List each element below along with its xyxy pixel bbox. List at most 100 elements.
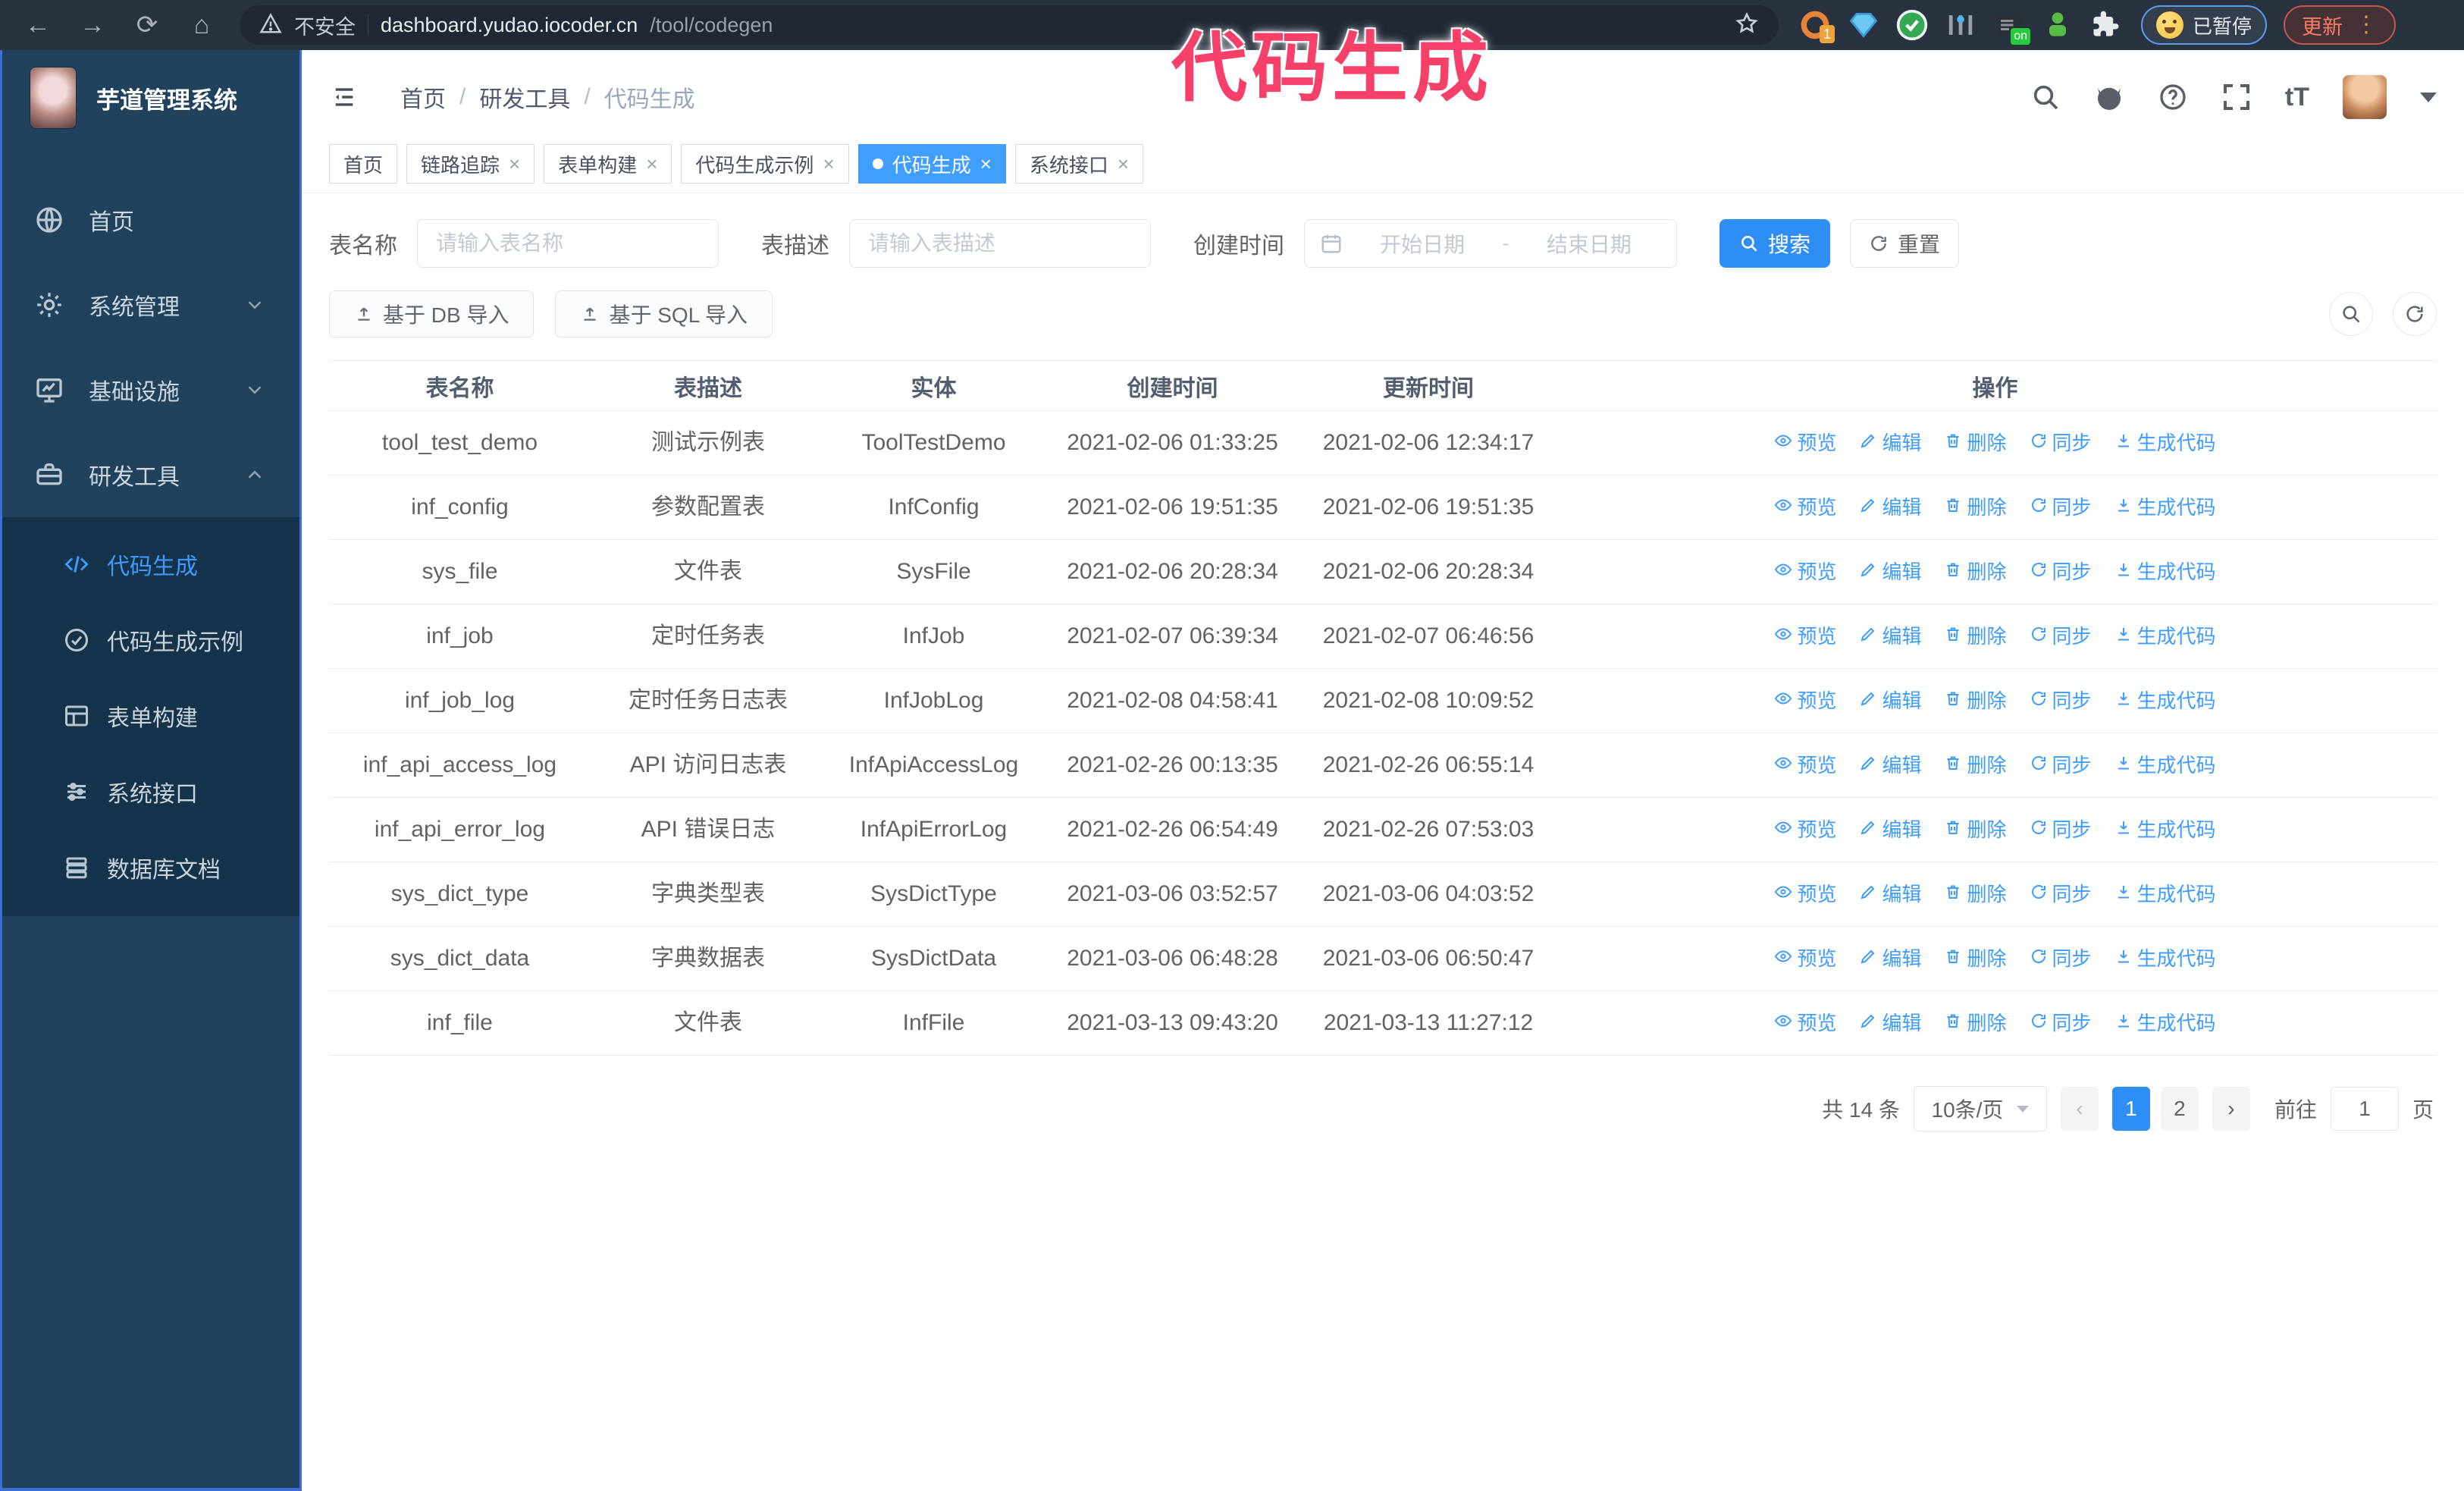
browser-home-icon[interactable]: ⌂ bbox=[193, 10, 210, 39]
user-avatar[interactable] bbox=[2343, 75, 2387, 119]
preview-link[interactable]: 预览 bbox=[1774, 426, 1836, 460]
page-size-select[interactable]: 10条/页 bbox=[1913, 1086, 2047, 1132]
end-date-placeholder[interactable]: 结束日期 bbox=[1546, 233, 1632, 256]
delete-link[interactable]: 删除 bbox=[1944, 1006, 2007, 1040]
github-icon[interactable] bbox=[2094, 82, 2124, 112]
generate-link[interactable]: 生成代码 bbox=[2114, 426, 2216, 460]
sync-link[interactable]: 同步 bbox=[2030, 491, 2092, 524]
toggle-search-button[interactable] bbox=[2329, 292, 2373, 336]
edit-link[interactable]: 编辑 bbox=[1859, 491, 1921, 524]
sidebar-item-dev[interactable]: 研发工具 bbox=[2, 432, 299, 517]
import-db-button[interactable]: 基于 DB 导入 bbox=[329, 290, 534, 337]
preview-link[interactable]: 预览 bbox=[1774, 942, 1836, 975]
preview-link[interactable]: 预览 bbox=[1774, 684, 1836, 717]
tab-home[interactable]: 首页 bbox=[329, 144, 398, 184]
generate-link[interactable]: 生成代码 bbox=[2114, 1006, 2216, 1040]
breadcrumb-item[interactable]: 首页 bbox=[400, 87, 446, 112]
extension-console-icon[interactable]: on bbox=[1992, 8, 2030, 45]
search-button[interactable]: 搜索 bbox=[1719, 219, 1831, 268]
browser-profile-chip[interactable]: 已暂停 bbox=[2141, 5, 2268, 45]
tab-tracer[interactable]: 链路追踪 × bbox=[406, 144, 535, 184]
sidebar-item-system[interactable]: 系统管理 bbox=[2, 262, 299, 347]
tab-codegen[interactable]: 代码生成 × bbox=[857, 144, 1006, 184]
fullscreen-icon[interactable] bbox=[2221, 82, 2252, 112]
refresh-table-button[interactable] bbox=[2393, 292, 2437, 336]
edit-link[interactable]: 编辑 bbox=[1859, 813, 1921, 846]
sync-link[interactable]: 同步 bbox=[2030, 749, 2092, 782]
generate-link[interactable]: 生成代码 bbox=[2114, 877, 2216, 911]
help-icon[interactable] bbox=[2158, 82, 2188, 112]
sidebar-subitem-codegen-example[interactable]: 代码生成示例 bbox=[2, 602, 299, 678]
browser-back-icon[interactable]: ← bbox=[25, 10, 51, 39]
table-desc-input[interactable] bbox=[849, 219, 1151, 268]
delete-link[interactable]: 删除 bbox=[1944, 877, 2007, 911]
edit-link[interactable]: 编辑 bbox=[1859, 749, 1921, 782]
bookmark-star-icon[interactable] bbox=[1735, 11, 1759, 39]
sidebar-item-home[interactable]: 首页 bbox=[2, 177, 299, 262]
generate-link[interactable]: 生成代码 bbox=[2114, 620, 2216, 653]
sync-link[interactable]: 同步 bbox=[2030, 813, 2092, 846]
sync-link[interactable]: 同步 bbox=[2030, 684, 2092, 717]
edit-link[interactable]: 编辑 bbox=[1859, 942, 1921, 975]
preview-link[interactable]: 预览 bbox=[1774, 620, 1836, 653]
address-bar[interactable]: 不安全 dashboard.yudao.iocoder.cn/tool/code… bbox=[240, 5, 1779, 45]
edit-link[interactable]: 编辑 bbox=[1859, 555, 1921, 589]
sidebar-subitem-db-doc[interactable]: 数据库文档 bbox=[2, 830, 299, 906]
browser-reload-icon[interactable]: ⟳ bbox=[136, 11, 158, 39]
preview-link[interactable]: 预览 bbox=[1774, 877, 1836, 911]
sync-link[interactable]: 同步 bbox=[2030, 942, 2092, 975]
preview-link[interactable]: 预览 bbox=[1774, 749, 1836, 782]
goto-page-input[interactable] bbox=[2330, 1087, 2399, 1131]
preview-link[interactable]: 预览 bbox=[1774, 813, 1836, 846]
extension-orange-icon[interactable]: 1 bbox=[1798, 8, 1835, 43]
preview-link[interactable]: 预览 bbox=[1774, 1006, 1836, 1040]
sidebar-item-infra[interactable]: 基础设施 bbox=[2, 347, 299, 432]
delete-link[interactable]: 删除 bbox=[1944, 942, 2007, 975]
sidebar-subitem-form-builder[interactable]: 表单构建 bbox=[2, 678, 299, 754]
extension-gem-icon[interactable] bbox=[1847, 8, 1880, 42]
close-icon[interactable]: × bbox=[980, 152, 992, 175]
edit-link[interactable]: 编辑 bbox=[1859, 1006, 1921, 1040]
close-icon[interactable]: × bbox=[646, 152, 658, 175]
browser-update-button[interactable]: 更新 ⋮ bbox=[2284, 5, 2397, 45]
close-icon[interactable]: × bbox=[1117, 152, 1130, 175]
edit-link[interactable]: 编辑 bbox=[1859, 426, 1921, 460]
page-button-1[interactable]: 1 bbox=[2111, 1087, 2150, 1131]
delete-link[interactable]: 删除 bbox=[1944, 620, 2007, 653]
extension-shield-check-icon[interactable] bbox=[1895, 8, 1929, 42]
generate-link[interactable]: 生成代码 bbox=[2114, 684, 2216, 717]
generate-link[interactable]: 生成代码 bbox=[2114, 555, 2216, 589]
delete-link[interactable]: 删除 bbox=[1944, 813, 2007, 846]
extension-sliders-icon[interactable] bbox=[1944, 8, 1977, 42]
preview-link[interactable]: 预览 bbox=[1774, 491, 1836, 524]
reset-button[interactable]: 重置 bbox=[1850, 219, 1960, 268]
start-date-placeholder[interactable]: 开始日期 bbox=[1380, 233, 1466, 256]
tab-form-build[interactable]: 表单构建 × bbox=[544, 144, 672, 184]
sync-link[interactable]: 同步 bbox=[2030, 555, 2092, 589]
page-button-2[interactable]: 2 bbox=[2160, 1087, 2199, 1131]
close-icon[interactable]: × bbox=[509, 152, 521, 175]
close-icon[interactable]: × bbox=[823, 152, 835, 175]
delete-link[interactable]: 删除 bbox=[1944, 555, 2007, 589]
tab-system-api[interactable]: 系统接口 × bbox=[1014, 144, 1144, 184]
breadcrumb-item[interactable]: 研发工具 bbox=[479, 87, 571, 112]
edit-link[interactable]: 编辑 bbox=[1859, 877, 1921, 911]
edit-link[interactable]: 编辑 bbox=[1859, 684, 1921, 717]
sidebar-logo-row[interactable]: 芋道管理系统 bbox=[2, 50, 299, 146]
edit-link[interactable]: 编辑 bbox=[1859, 620, 1921, 653]
extension-android-icon[interactable] bbox=[2041, 8, 2074, 42]
sync-link[interactable]: 同步 bbox=[2030, 426, 2092, 460]
prev-page-button[interactable]: ‹ bbox=[2060, 1087, 2099, 1131]
generate-link[interactable]: 生成代码 bbox=[2114, 942, 2216, 975]
menu-fold-icon[interactable] bbox=[329, 84, 359, 110]
generate-link[interactable]: 生成代码 bbox=[2114, 749, 2216, 782]
sidebar-subitem-codegen[interactable]: 代码生成 bbox=[2, 526, 299, 602]
table-name-input[interactable] bbox=[417, 219, 719, 268]
date-range-input[interactable]: 开始日期 - 结束日期 bbox=[1304, 219, 1677, 268]
next-page-button[interactable]: › bbox=[2212, 1087, 2250, 1131]
sidebar-subitem-system-api[interactable]: 系统接口 bbox=[2, 754, 299, 830]
delete-link[interactable]: 删除 bbox=[1944, 426, 2007, 460]
preview-link[interactable]: 预览 bbox=[1774, 555, 1836, 589]
font-size-icon[interactable]: tT bbox=[2284, 82, 2309, 111]
delete-link[interactable]: 删除 bbox=[1944, 684, 2007, 717]
